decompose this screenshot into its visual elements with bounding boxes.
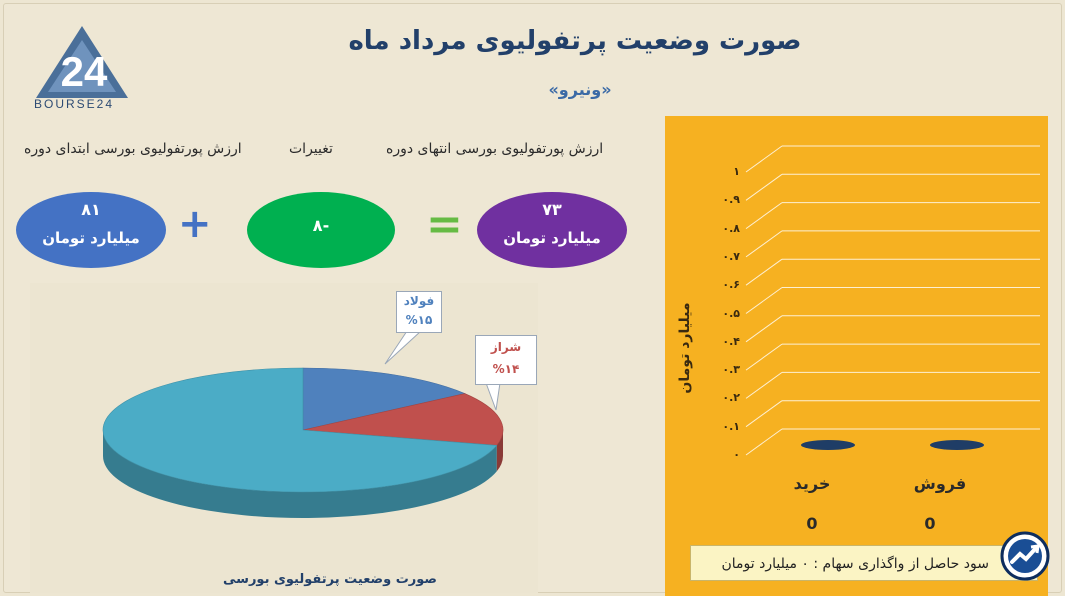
profit-box: سود حاصل از واگذاری سهام : ۰ میلیارد توم… (690, 545, 1038, 581)
pie-slice-1 (302, 393, 504, 446)
end-value: ۷۳ (542, 200, 562, 219)
y-tick-label-7: ۰.۷ (722, 249, 740, 263)
plus-sign: + (178, 201, 212, 247)
callout-shiraz-label: شراز (490, 340, 522, 354)
y-tick-label-4: ۰.۴ (722, 334, 740, 348)
pie-side-1-0 (496, 430, 503, 472)
change-value-oval: -۸ (247, 192, 395, 268)
category-foroush: فروش (913, 474, 967, 493)
grid-slant-0 (745, 428, 783, 456)
pie-side-2-0 (103, 430, 497, 518)
grid-slant-10 (745, 145, 783, 173)
y-tick-label-3: ۰.۳ (722, 363, 740, 377)
start-value-oval: ۸۱ میلیارد تومان (16, 192, 166, 268)
grid-slant-3 (745, 343, 783, 371)
pie-slice-2 (102, 367, 498, 493)
y-tick-label-1: ۰.۱ (722, 419, 740, 433)
value-foroush: 0 (924, 514, 936, 533)
logo-glyph: 24 (61, 48, 108, 95)
bar-panel (665, 116, 1048, 596)
equals-sign: = (426, 199, 463, 250)
callout-foolad-label: فولاد (403, 294, 435, 308)
y-tick-label-10: ۱ (733, 165, 740, 178)
start-unit: میلیارد تومان (42, 229, 140, 247)
end-label: ارزش پورتفولیوی بورسی انتهای دوره (386, 141, 604, 157)
grid-slant-9 (745, 173, 783, 201)
change-label: تغییرات (289, 141, 333, 157)
grid-slant-2 (745, 371, 783, 399)
pie-slice-0 (302, 367, 466, 431)
start-label: ارزش پورتفولیوی بورسی ابتدای دوره (24, 141, 242, 157)
y-tick-label-5: ۰.۵ (722, 306, 740, 320)
callout-shiraz: شراز %۱۴ (475, 335, 537, 385)
callout-foolad-value: %۱۵ (405, 313, 433, 327)
y-tick-label-0: ۰ (733, 448, 740, 461)
pie-caption: صورت وضعیت پرتفولیوی بورسی (223, 572, 437, 587)
bar-cap-0 (801, 440, 855, 450)
logo-text: BOURSE24 (34, 97, 115, 111)
grid-slant-4 (745, 315, 783, 343)
end-value-oval: ۷۳ میلیارد تومان (477, 192, 627, 268)
bar-cap-1 (930, 440, 984, 450)
grid-slant-1 (745, 400, 783, 428)
y-axis-label: میلیارد تومان (677, 302, 693, 394)
callout-shiraz-value: %۱۴ (492, 362, 520, 376)
y-tick-label-2: ۰.۲ (722, 391, 740, 405)
category-kharid: خرید (793, 474, 831, 493)
start-value: ۸۱ (81, 200, 101, 219)
callout-foolad: فولاد %۱۵ (396, 291, 442, 333)
bourse24-logo: 24 (36, 26, 128, 98)
value-kharid: 0 (806, 514, 818, 533)
page-title: صورت وضعیت پرتفولیوی مرداد ماه (348, 26, 802, 56)
grid-slant-5 (745, 287, 783, 314)
grid-slant-8 (745, 202, 783, 230)
y-tick-label-6: ۰.۶ (722, 278, 740, 292)
change-value: -۸ (312, 216, 330, 235)
fund-name: «ونیرو» (548, 80, 612, 99)
end-unit: میلیارد تومان (503, 229, 601, 247)
grid-slant-6 (745, 258, 783, 286)
trend-up-icon (1000, 531, 1050, 581)
pie-chart (102, 330, 504, 518)
y-tick-label-9: ۰.۹ (722, 193, 740, 207)
y-tick-label-8: ۰.۸ (722, 221, 740, 235)
grid-slant-7 (745, 230, 783, 258)
